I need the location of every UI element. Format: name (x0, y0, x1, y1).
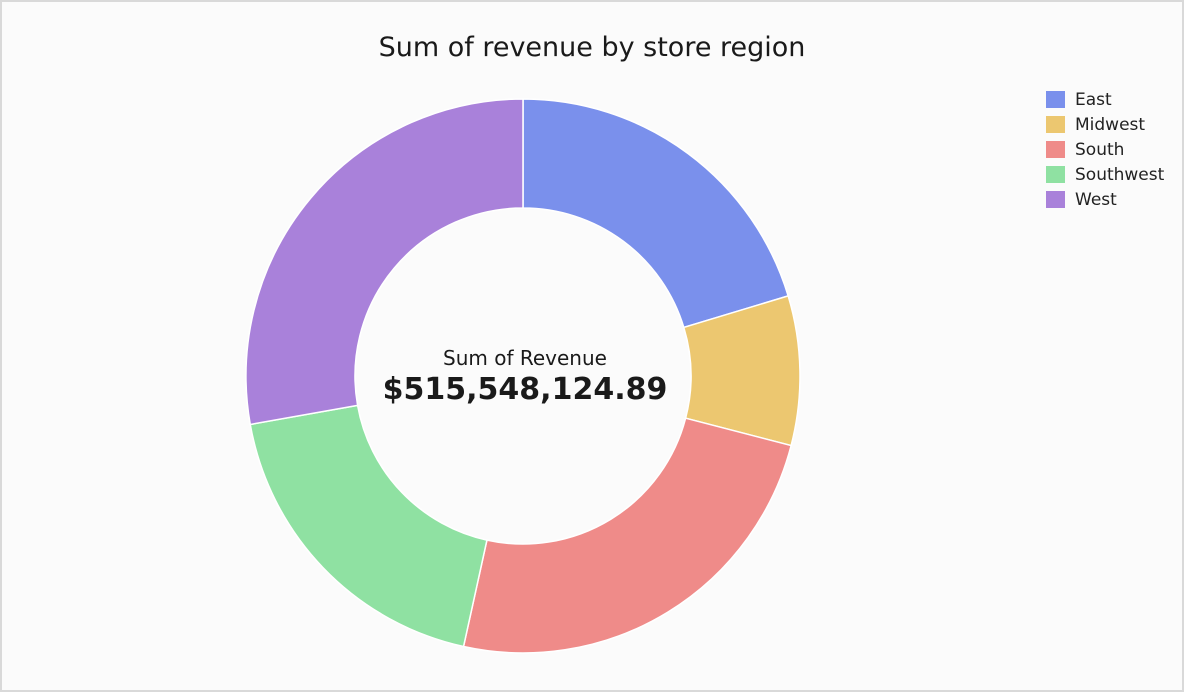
legend-label: West (1075, 189, 1117, 210)
legend-item-south[interactable]: South (1046, 137, 1164, 162)
slice-southwest[interactable] (249, 404, 488, 648)
legend-item-west[interactable]: West (1046, 187, 1164, 212)
legend-swatch (1046, 191, 1065, 208)
slice-east[interactable] (522, 98, 790, 329)
center-caption: Sum of Revenue (443, 346, 607, 370)
legend-item-southwest[interactable]: Southwest (1046, 162, 1164, 187)
legend-swatch (1046, 141, 1065, 158)
legend-swatch (1046, 116, 1065, 133)
legend-item-east[interactable]: East (1046, 87, 1164, 112)
legend-label: Southwest (1075, 164, 1165, 185)
legend-label: Midwest (1075, 114, 1146, 135)
chart-legend: East Midwest South Southwest West (1046, 87, 1164, 212)
legend-label: South (1075, 139, 1125, 160)
center-total-value: $515,548,124.89 (382, 372, 668, 407)
chart-title: Sum of revenue by store region (378, 32, 806, 63)
legend-item-midwest[interactable]: Midwest (1046, 112, 1164, 137)
legend-swatch (1046, 91, 1065, 108)
legend-label: East (1075, 89, 1112, 110)
legend-swatch (1046, 166, 1065, 183)
slice-west[interactable] (245, 98, 524, 426)
slice-south[interactable] (462, 417, 793, 654)
